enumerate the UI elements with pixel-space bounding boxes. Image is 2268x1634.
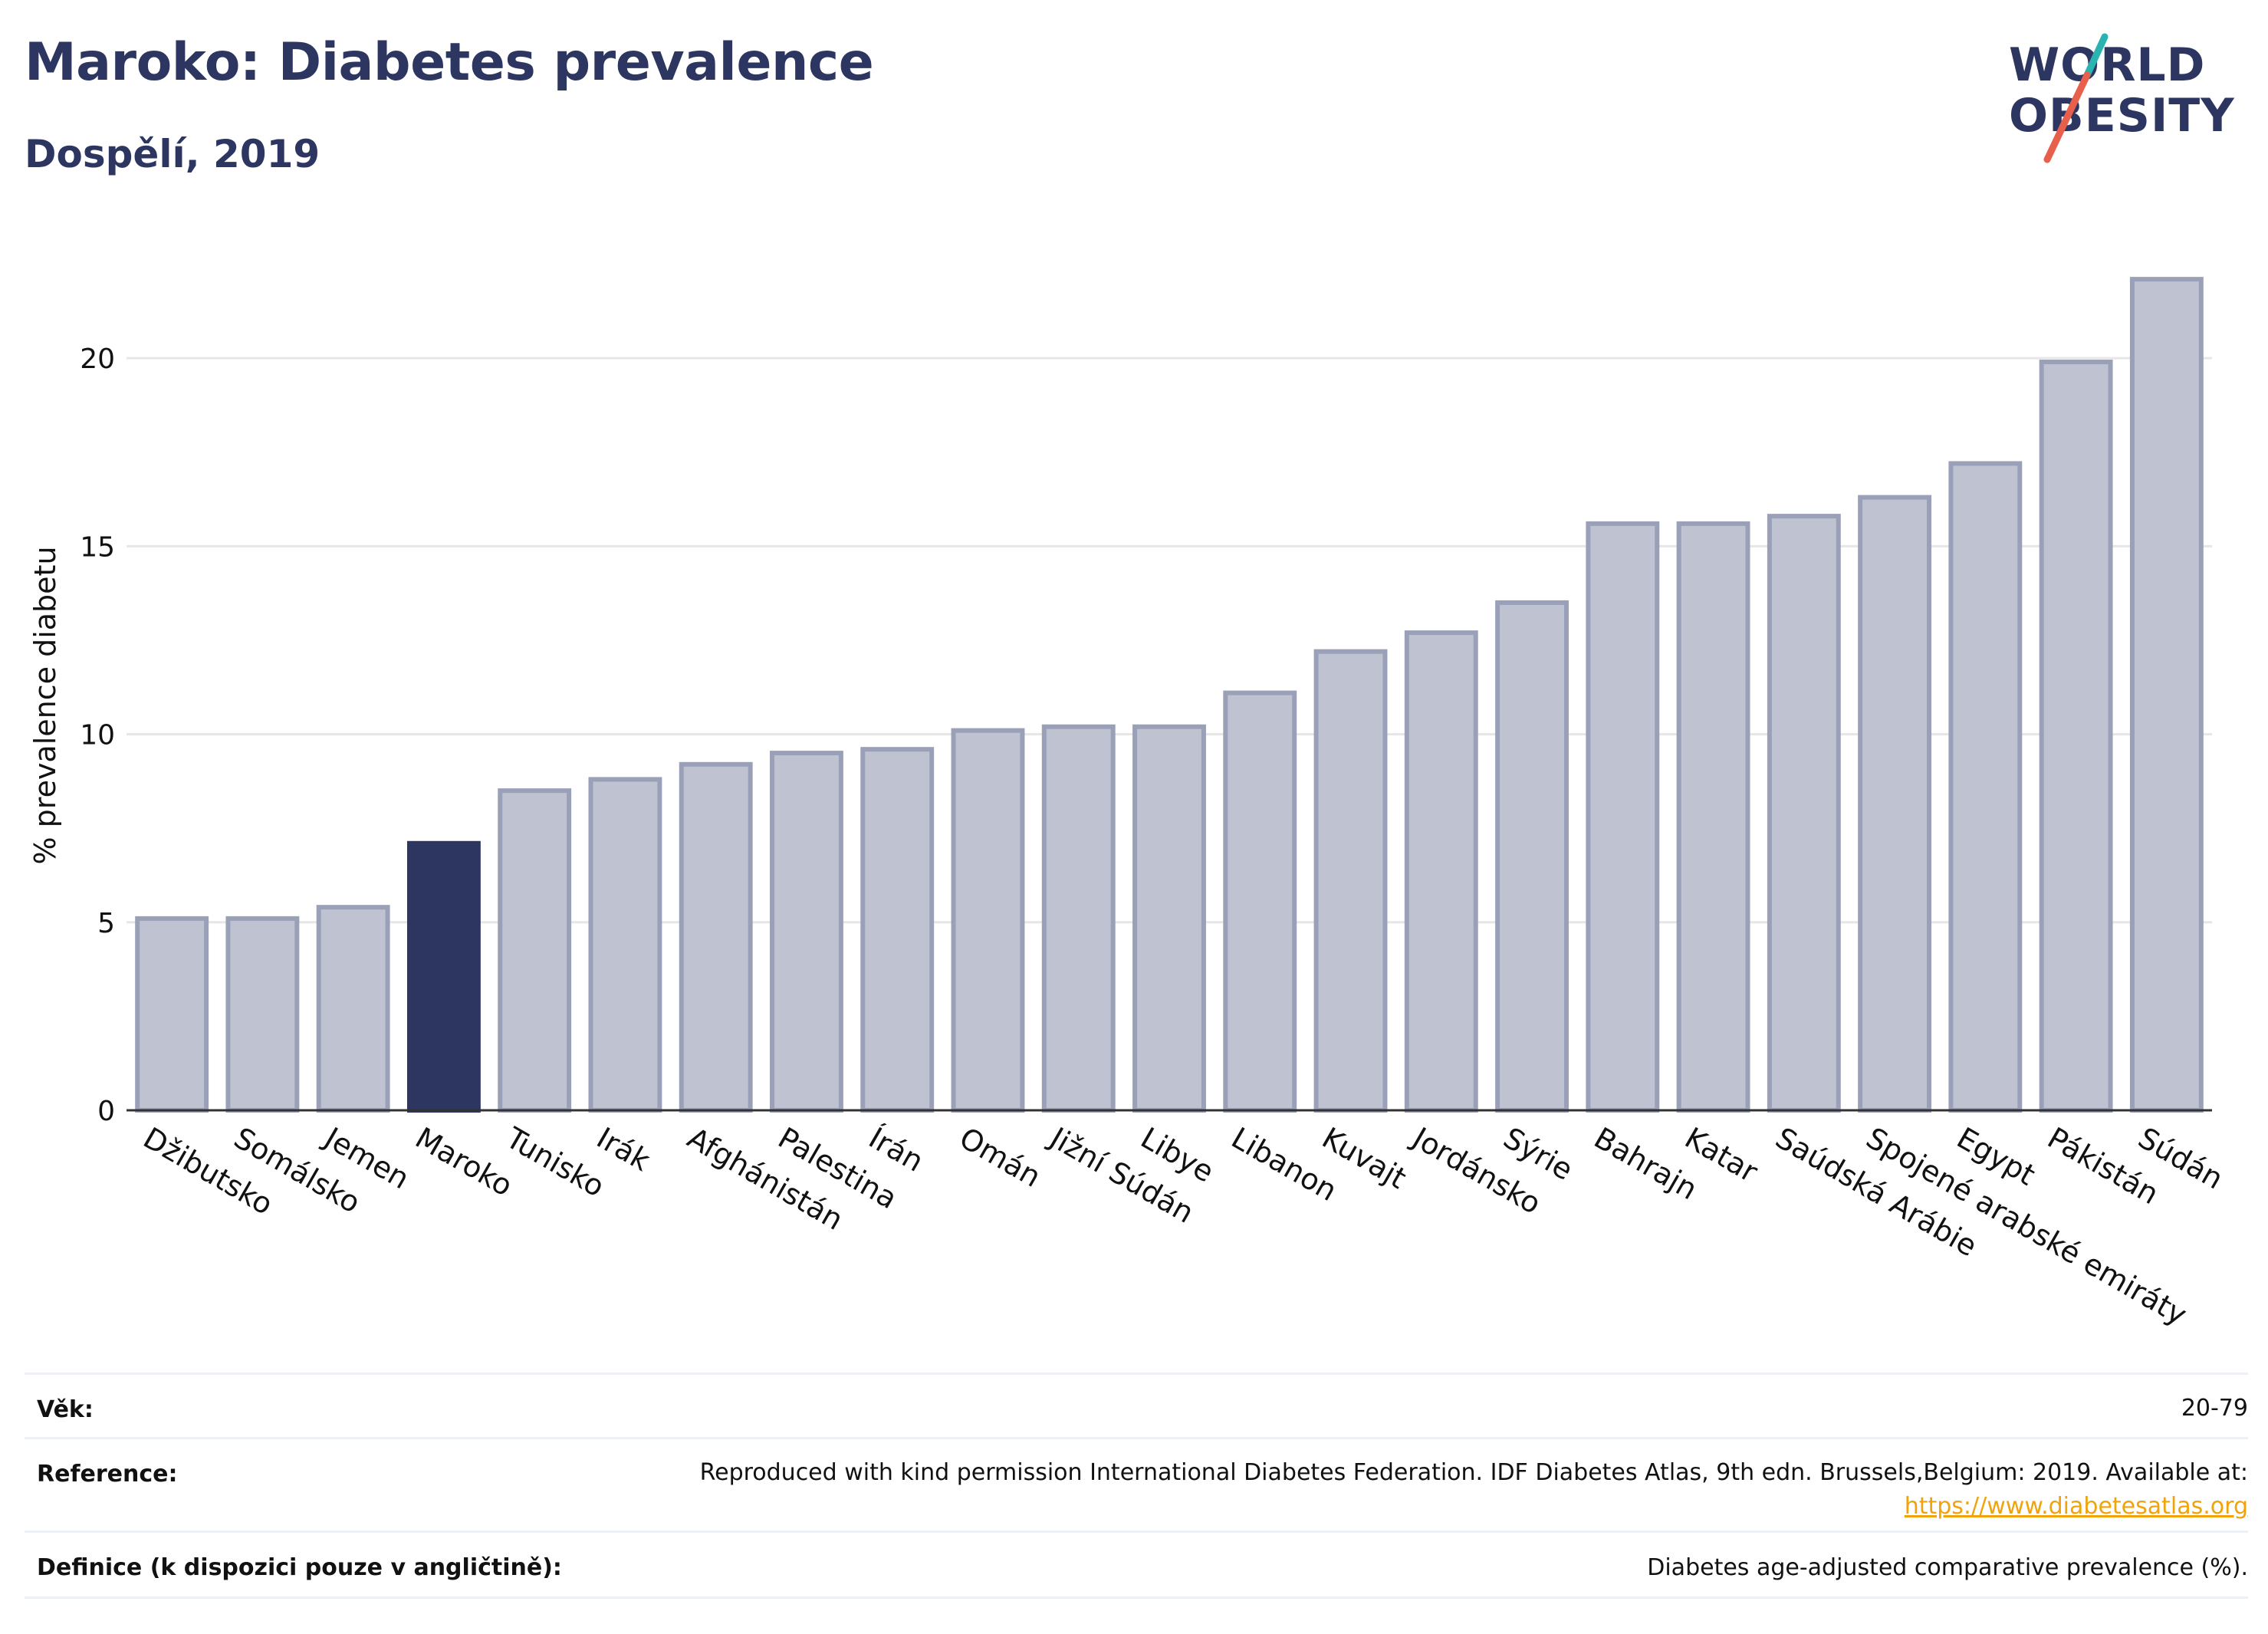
bar-kuvajt[interactable] bbox=[1313, 649, 1388, 1113]
bar-sýrie[interactable] bbox=[1495, 600, 1569, 1113]
bar-saúdská-arábie[interactable] bbox=[1767, 514, 1841, 1113]
footer-bottom-border bbox=[25, 1596, 2248, 1599]
bar-maroko[interactable] bbox=[406, 840, 481, 1113]
reference-link[interactable]: https://www.diabetesatlas.org bbox=[1904, 1493, 2248, 1520]
chart-subtitle: Dospělí, 2019 bbox=[25, 132, 320, 176]
bar-pákistán[interactable] bbox=[2039, 360, 2113, 1113]
logo-slash-icon bbox=[2043, 33, 2109, 163]
world-obesity-logo: WORLD OBESITY bbox=[2009, 23, 2254, 169]
bar-afghánistán[interactable] bbox=[679, 761, 753, 1113]
definition-value: Diabetes age-adjusted comparative preval… bbox=[1647, 1554, 2248, 1581]
y-tick-label: 5 bbox=[97, 908, 115, 939]
reference-label: Reference: bbox=[37, 1461, 178, 1488]
bar-džibutsko[interactable] bbox=[135, 916, 209, 1113]
x-tick-label: Bahrajn bbox=[1589, 1121, 1703, 1207]
bar-libye[interactable] bbox=[1132, 724, 1206, 1113]
bar-omán[interactable] bbox=[951, 728, 1025, 1113]
bar-libanon[interactable] bbox=[1223, 690, 1297, 1113]
x-tick-label: Tunisko bbox=[500, 1120, 610, 1204]
bar-jordánsko[interactable] bbox=[1404, 630, 1478, 1113]
bars bbox=[135, 277, 2204, 1113]
bar-bahrajn[interactable] bbox=[1586, 521, 1660, 1113]
y-axis-label: % prevalence diabetu bbox=[28, 546, 62, 864]
chart-title: Maroko: Diabetes prevalence bbox=[25, 32, 874, 93]
bar-somálsko[interactable] bbox=[225, 916, 300, 1113]
bar-egypt[interactable] bbox=[1948, 461, 2023, 1113]
bar-súdán[interactable] bbox=[2129, 277, 2204, 1113]
y-tick-label: 20 bbox=[80, 344, 115, 375]
x-tick-label: Maroko bbox=[409, 1121, 518, 1203]
bar-chart: 0 5 10 15 20 DžibutskoSomálskoJemenMarokoTun… bbox=[28, 277, 2229, 1332]
bar-tunisko[interactable] bbox=[498, 788, 572, 1113]
reference-text: Reproduced with kind permission Internat… bbox=[699, 1459, 2248, 1486]
bar-írán[interactable] bbox=[860, 747, 935, 1113]
bar-irák[interactable] bbox=[588, 777, 662, 1113]
footer-row-definition: Definice (k dispozici pouze v angličtině… bbox=[25, 1530, 2248, 1599]
bar-katar[interactable] bbox=[1676, 521, 1750, 1113]
logo-text-obesity: OBESITY bbox=[2009, 89, 2235, 143]
footer-row-reference: Reference: Reproduced with kind permissi… bbox=[25, 1437, 2248, 1533]
bar-spojené-arabské-emiráty[interactable] bbox=[1858, 495, 1932, 1113]
y-tick-label: 0 bbox=[97, 1096, 115, 1127]
bar-jižní-súdán[interactable] bbox=[1041, 724, 1116, 1113]
bar-jemen[interactable] bbox=[316, 905, 390, 1113]
reference-value: Reproduced with kind permission Internat… bbox=[408, 1456, 2248, 1524]
y-tick-label: 10 bbox=[80, 720, 115, 751]
footer-row-age: Věk: 20-79 bbox=[25, 1373, 2248, 1439]
age-value: 20-79 bbox=[2181, 1395, 2248, 1422]
y-tick-label: 15 bbox=[80, 531, 115, 563]
age-label: Věk: bbox=[37, 1396, 94, 1423]
definition-label: Definice (k dispozici pouze v angličtině… bbox=[37, 1554, 562, 1581]
x-tick-label: Omán bbox=[954, 1121, 1047, 1194]
y-tick-labels: 0 5 10 15 20 bbox=[80, 344, 115, 1127]
logo-text-world: WORLD bbox=[2009, 38, 2206, 92]
bar-palestina[interactable] bbox=[770, 751, 843, 1113]
